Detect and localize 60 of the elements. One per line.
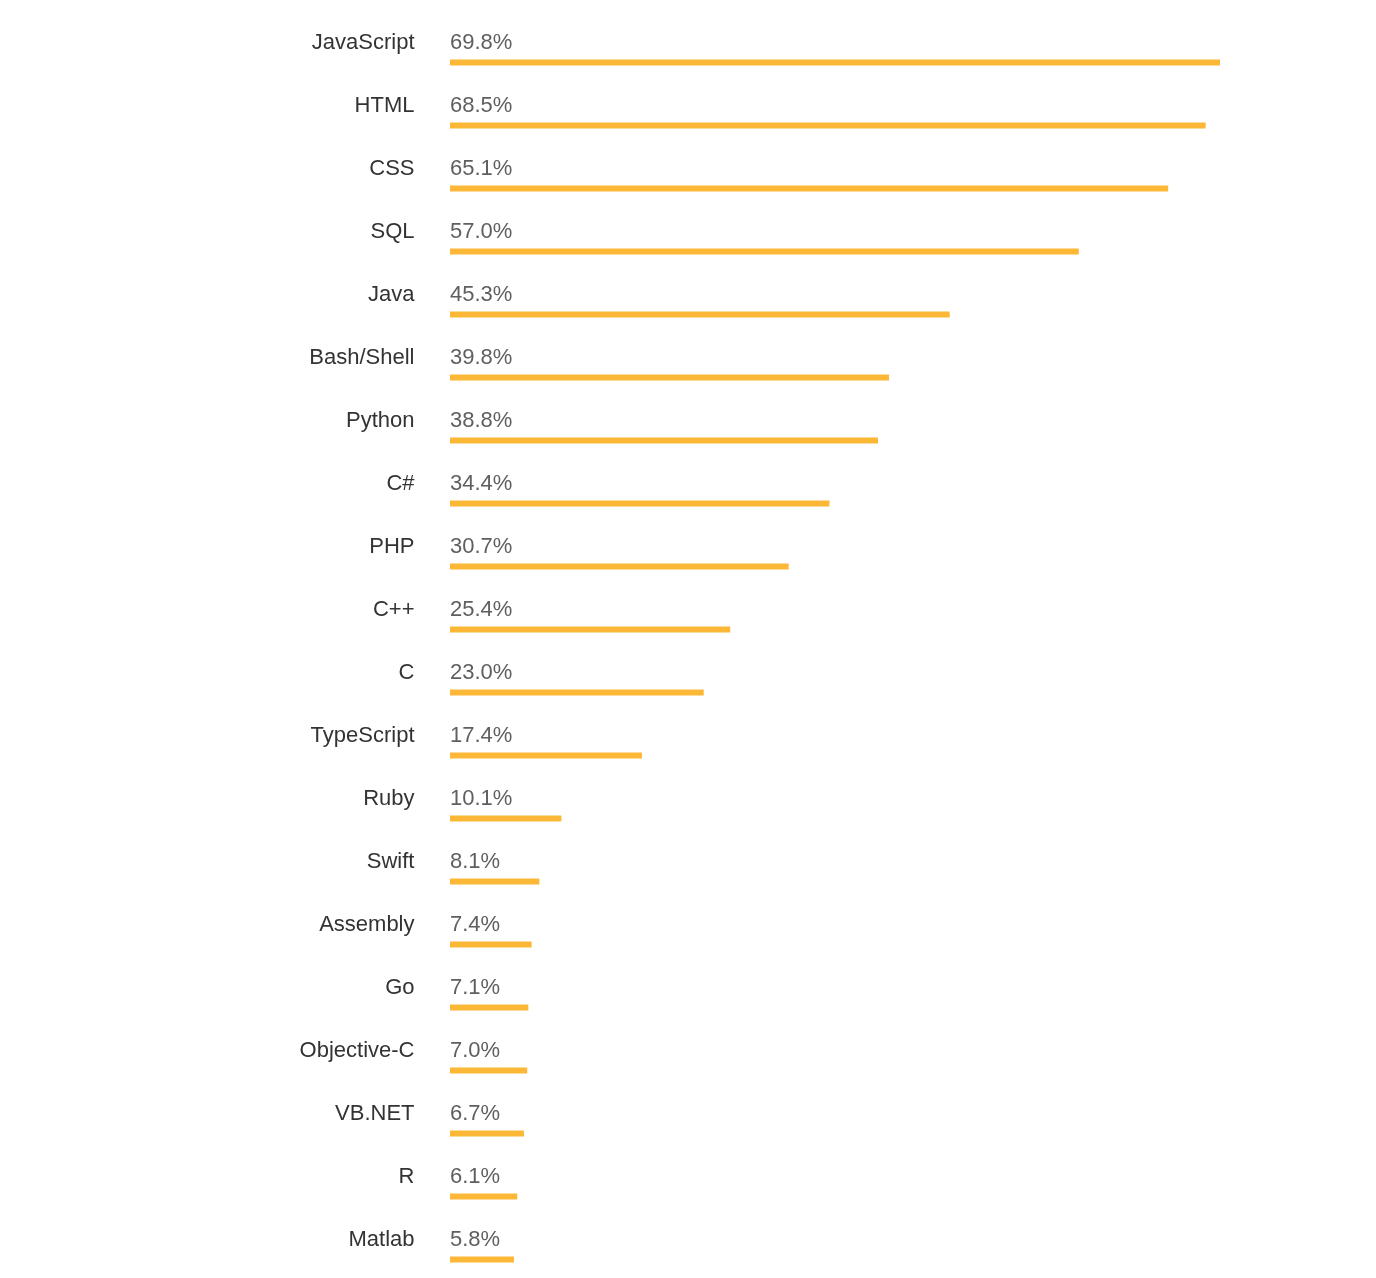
data-label: 8.1%	[450, 847, 501, 873]
bar	[450, 878, 540, 885]
y-tick-label: C++	[372, 595, 415, 621]
y-tick-label: Java	[368, 280, 416, 306]
data-label: 38.8%	[450, 406, 513, 432]
bar	[450, 1193, 518, 1200]
y-tick-label: R	[398, 1162, 415, 1188]
y-tick-label: Bash/Shell	[309, 343, 415, 369]
y-tick-label: HTML	[354, 91, 415, 117]
data-label: 68.5%	[450, 91, 513, 117]
bar	[450, 59, 1220, 66]
bar	[450, 1256, 514, 1263]
data-label: 7.1%	[450, 973, 501, 999]
bar	[450, 248, 1079, 255]
bar	[450, 374, 890, 381]
y-tick-label: C	[398, 658, 415, 684]
data-label: 45.3%	[450, 280, 513, 306]
bar	[450, 752, 642, 759]
data-label: 23.0%	[450, 658, 513, 684]
y-tick-label: Python	[346, 406, 415, 432]
y-tick-label: CSS	[369, 154, 415, 180]
data-label: 6.7%	[450, 1099, 501, 1125]
data-label: 10.1%	[450, 784, 513, 810]
y-tick-label: VB.NET	[335, 1099, 415, 1125]
bar	[450, 1130, 524, 1137]
bar	[450, 437, 879, 444]
y-tick-label: PHP	[369, 532, 415, 558]
y-tick-label: Go	[385, 973, 415, 999]
bar	[450, 122, 1206, 129]
data-label: 5.8%	[450, 1225, 501, 1251]
bar	[450, 1004, 529, 1011]
bar	[450, 626, 731, 633]
y-tick-label: Objective-C	[299, 1036, 415, 1062]
data-label: 39.8%	[450, 343, 513, 369]
y-tick-label: C#	[386, 469, 416, 495]
data-label: 65.1%	[450, 154, 513, 180]
data-label: 57.0%	[450, 217, 513, 243]
data-label: 7.0%	[450, 1036, 501, 1062]
y-tick-label: SQL	[370, 217, 415, 243]
data-label: 7.4%	[450, 910, 501, 936]
y-tick-label: TypeScript	[310, 721, 415, 747]
bar	[450, 941, 532, 948]
bar	[450, 815, 562, 822]
bar	[450, 689, 704, 696]
data-label: 25.4%	[450, 595, 513, 621]
data-label: 34.4%	[450, 469, 513, 495]
y-tick-label: Swift	[366, 847, 415, 873]
y-tick-label: Matlab	[348, 1225, 415, 1251]
y-tick-label: Assembly	[319, 910, 415, 936]
data-label: 6.1%	[450, 1162, 501, 1188]
bar	[450, 500, 830, 507]
data-label: 69.8%	[450, 28, 513, 54]
bar	[450, 563, 789, 570]
y-tick-label: JavaScript	[311, 28, 415, 54]
data-label: 17.4%	[450, 721, 513, 747]
bar	[450, 1067, 528, 1074]
bar	[450, 311, 950, 318]
data-label: 30.7%	[450, 532, 513, 558]
bar	[450, 185, 1169, 192]
y-tick-label: Ruby	[363, 784, 415, 810]
